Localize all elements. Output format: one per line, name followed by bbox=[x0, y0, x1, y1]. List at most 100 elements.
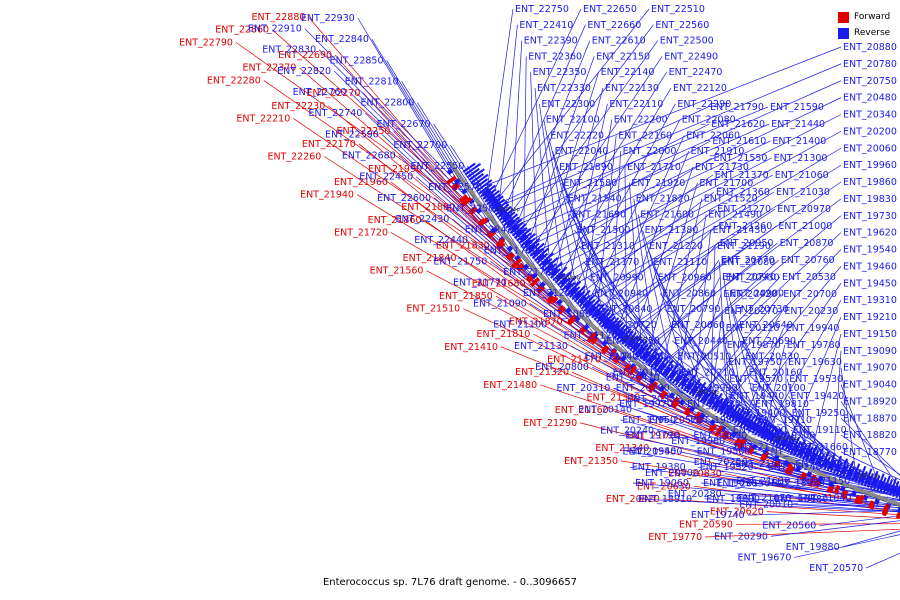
reverse-gene bbox=[857, 465, 867, 485]
leader-line bbox=[495, 63, 842, 208]
reverse-gene-label: ENT_21040 bbox=[798, 493, 852, 504]
reverse-gene bbox=[520, 232, 536, 247]
reverse-gene-label: ENT_21540 bbox=[568, 194, 622, 205]
reverse-gene-label: ENT_19540 bbox=[843, 245, 897, 256]
forward-gene bbox=[556, 305, 567, 315]
reverse-gene bbox=[464, 162, 482, 176]
forward-gene bbox=[505, 251, 516, 262]
reverse-gene bbox=[897, 506, 900, 513]
reverse-gene bbox=[838, 458, 849, 477]
forward-gene-label: ENT_21860 bbox=[368, 215, 422, 226]
forward-gene bbox=[671, 396, 680, 407]
reverse-gene bbox=[895, 483, 900, 499]
reverse-gene-label: ENT_20350 bbox=[627, 394, 681, 405]
reverse-gene bbox=[783, 433, 795, 452]
reverse-gene bbox=[674, 373, 683, 384]
reverse-gene-label: ENT_20550 bbox=[716, 478, 770, 489]
reverse-gene bbox=[730, 431, 737, 439]
forward-gene bbox=[609, 348, 617, 358]
leader-line bbox=[764, 299, 842, 435]
leader-line bbox=[747, 510, 900, 516]
reverse-gene-label: ENT_20690 bbox=[742, 336, 796, 347]
reverse-gene-label: ENT_21000 bbox=[778, 221, 832, 232]
reverse-gene bbox=[650, 351, 664, 368]
reverse-gene-label: ENT_20880 bbox=[843, 42, 897, 53]
reverse-gene-label: ENT_20180 bbox=[613, 367, 667, 378]
reverse-gene bbox=[639, 370, 646, 378]
forward-gene-label: ENT_21840 bbox=[403, 253, 457, 264]
reverse-gene-label: ENT_18820 bbox=[843, 430, 897, 441]
reverse-gene bbox=[795, 465, 802, 473]
reverse-gene bbox=[685, 381, 695, 394]
reverse-gene bbox=[563, 281, 573, 291]
forward-gene-label: ENT_22370 bbox=[242, 63, 296, 74]
reverse-gene bbox=[475, 207, 483, 215]
reverse-gene-label: ENT_22820 bbox=[277, 66, 331, 77]
reverse-gene-label: ENT_22080 bbox=[682, 115, 736, 126]
reverse-gene bbox=[637, 343, 649, 358]
reverse-gene bbox=[547, 261, 563, 277]
reverse-gene bbox=[578, 294, 591, 308]
reverse-gene bbox=[474, 178, 489, 190]
reverse-gene bbox=[492, 200, 508, 214]
gene-labels: ENT_22880ENT_22860ENT_22790ENT_22690ENT_… bbox=[179, 4, 897, 574]
leader-line bbox=[381, 134, 535, 277]
reverse-gene bbox=[841, 464, 850, 478]
reverse-gene-label: ENT_20480 bbox=[843, 93, 897, 104]
leader-line bbox=[510, 40, 523, 224]
leader-line bbox=[529, 303, 683, 403]
forward-gene-label: ENT_20630 bbox=[637, 481, 691, 492]
scale-tick-label: 2050 kbp bbox=[696, 390, 720, 396]
reverse-gene-label: ENT_21590 bbox=[770, 102, 824, 113]
reverse-gene bbox=[484, 189, 500, 203]
forward-gene bbox=[714, 425, 724, 438]
leader-line bbox=[554, 87, 604, 273]
map-caption: Enterococcus sp. 7L76 draft genome. - 0.… bbox=[322, 577, 578, 588]
forward-gene-label: ENT_19770 bbox=[648, 532, 702, 543]
reverse-gene-label: ENT_20060 bbox=[843, 143, 897, 154]
reverse-gene bbox=[668, 392, 676, 399]
backbone-tick bbox=[585, 315, 589, 319]
backbone-tick bbox=[801, 460, 804, 464]
reverse-gene bbox=[536, 253, 546, 263]
reverse-gene bbox=[678, 398, 686, 406]
reverse-gene bbox=[490, 198, 506, 211]
reverse-gene-label: ENT_19950 bbox=[622, 415, 676, 426]
leader-line bbox=[530, 72, 538, 253]
leader-line bbox=[576, 191, 715, 298]
leader-line bbox=[363, 92, 511, 257]
reverse-gene-label: ENT_20200 bbox=[843, 126, 897, 137]
reverse-gene bbox=[576, 289, 591, 305]
reverse-gene bbox=[835, 462, 843, 476]
forward-gene-label: ENT_21940 bbox=[300, 190, 354, 201]
reverse-gene-label: ENT_19240 bbox=[768, 462, 822, 473]
reverse-gene bbox=[565, 307, 572, 314]
leader-line bbox=[519, 40, 659, 234]
reverse-gene-label: ENT_20950 bbox=[720, 238, 774, 249]
reverse-gene bbox=[529, 242, 545, 257]
leader-line bbox=[623, 435, 900, 494]
forward-gene-label: ENT_21320 bbox=[515, 367, 569, 378]
reverse-gene-label: ENT_19860 bbox=[843, 177, 897, 188]
reverse-gene-label: ENT_18920 bbox=[843, 396, 897, 407]
forward-gene bbox=[647, 381, 659, 394]
reverse-gene-label: ENT_20160 bbox=[749, 367, 803, 378]
reverse-gene bbox=[766, 425, 777, 442]
leader-line bbox=[567, 174, 773, 289]
reverse-gene-label: ENT_19570 bbox=[729, 374, 783, 385]
leader-line bbox=[727, 293, 762, 431]
reverse-gene-label: ENT_19440 bbox=[730, 391, 784, 402]
leader-line bbox=[629, 182, 643, 351]
backbone-tick bbox=[531, 261, 535, 265]
reverse-gene bbox=[879, 477, 887, 493]
legend: Forward Reverse bbox=[838, 9, 890, 41]
reverse-gene-label: ENT_19200 bbox=[733, 425, 787, 436]
reverse-gene bbox=[639, 343, 653, 360]
reverse-gene bbox=[581, 294, 596, 310]
reverse-gene bbox=[545, 263, 557, 274]
reverse-gene bbox=[792, 440, 802, 456]
reverse-gene-label: ENT_19040 bbox=[843, 380, 897, 391]
reverse-gene bbox=[608, 319, 622, 335]
backbone-tick bbox=[886, 495, 888, 499]
